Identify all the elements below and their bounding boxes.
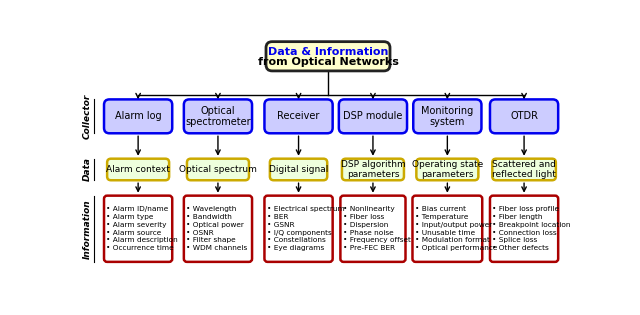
FancyBboxPatch shape (340, 196, 406, 262)
Text: from Optical Networks: from Optical Networks (257, 57, 399, 67)
FancyBboxPatch shape (264, 196, 333, 262)
Text: Information: Information (83, 199, 92, 259)
Text: Data & Information: Data & Information (268, 48, 388, 57)
Text: Monitoring
system: Monitoring system (421, 106, 474, 127)
Text: OTDR: OTDR (510, 111, 538, 121)
Text: • Fiber loss profile
• Fiber length
• Breakpoint location
• Connection loss
• Sp: • Fiber loss profile • Fiber length • Br… (492, 206, 571, 251)
Text: • Wavelength
• Bandwidth
• Optical power
• OSNR
• Filter shape
• WDM channels: • Wavelength • Bandwidth • Optical power… (186, 206, 248, 251)
Text: Digital signal: Digital signal (269, 165, 328, 174)
Text: Receiver: Receiver (277, 111, 320, 121)
FancyBboxPatch shape (413, 100, 481, 133)
Text: • Bias current
• Temperature
• Input/output power
• Unusable time
• Modulation f: • Bias current • Temperature • Input/out… (415, 206, 497, 251)
FancyBboxPatch shape (339, 100, 407, 133)
Text: Collector: Collector (83, 94, 92, 139)
Text: Alarm log: Alarm log (115, 111, 161, 121)
FancyBboxPatch shape (492, 159, 556, 180)
Text: Operating state
parameters: Operating state parameters (412, 160, 483, 179)
Text: Scattered and
reflected light: Scattered and reflected light (492, 160, 556, 179)
Text: DSP module: DSP module (343, 111, 403, 121)
FancyBboxPatch shape (104, 196, 172, 262)
Text: Data: Data (83, 158, 92, 181)
Text: • Nonlinearity
• Fiber loss
• Dispersion
• Phase noise
• Frequency offset
• Pre-: • Nonlinearity • Fiber loss • Dispersion… (343, 206, 411, 251)
FancyBboxPatch shape (490, 196, 558, 262)
Text: Alarm context: Alarm context (106, 165, 170, 174)
Text: • Alarm ID/name
• Alarm type
• Alarm severity
• Alarm source
• Alarm description: • Alarm ID/name • Alarm type • Alarm sev… (106, 206, 178, 251)
FancyBboxPatch shape (184, 100, 252, 133)
FancyBboxPatch shape (490, 100, 558, 133)
FancyBboxPatch shape (342, 159, 404, 180)
FancyBboxPatch shape (270, 159, 327, 180)
FancyBboxPatch shape (104, 100, 172, 133)
FancyBboxPatch shape (266, 42, 390, 71)
FancyBboxPatch shape (184, 196, 252, 262)
FancyBboxPatch shape (264, 100, 333, 133)
Text: DSP algorithm
parameters: DSP algorithm parameters (340, 160, 405, 179)
FancyBboxPatch shape (187, 159, 249, 180)
Text: Optical
spectrometer: Optical spectrometer (185, 106, 251, 127)
FancyBboxPatch shape (417, 159, 478, 180)
FancyBboxPatch shape (107, 159, 169, 180)
Text: • Electrical spectrum
• BER
• GSNR
• I/Q components
• Constellations
• Eye diagr: • Electrical spectrum • BER • GSNR • I/Q… (267, 206, 344, 251)
FancyBboxPatch shape (412, 196, 482, 262)
Text: Optical spectrum: Optical spectrum (179, 165, 257, 174)
